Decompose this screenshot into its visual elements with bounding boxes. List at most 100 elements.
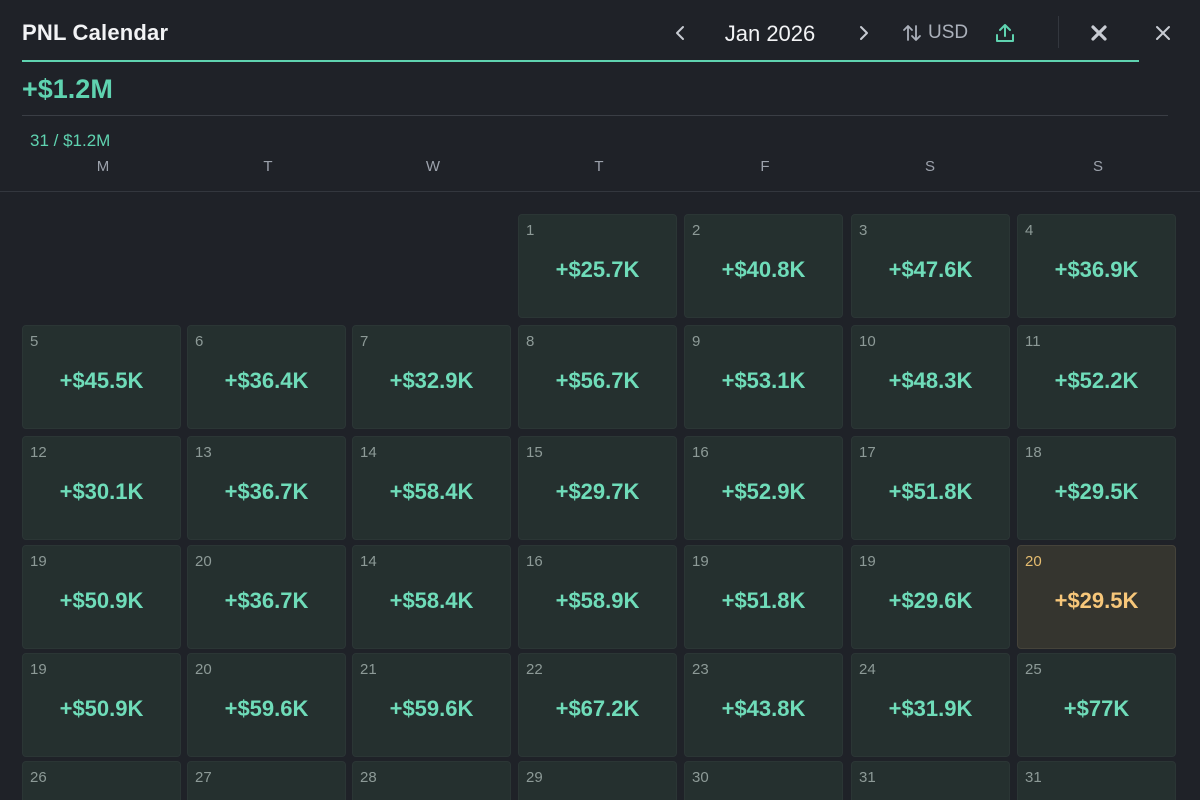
header-accent-line: [22, 60, 1139, 62]
day-number: 23: [692, 661, 709, 678]
calendar-day-cell[interactable]: 19 +$29.6K: [851, 545, 1010, 649]
calendar-day-cell[interactable]: 19 +$50.9K: [22, 653, 181, 757]
summary-divider: [22, 115, 1168, 116]
export-button[interactable]: [992, 20, 1018, 46]
upload-icon: [996, 24, 1014, 42]
calendar-day-cell[interactable]: 14 +$58.4K: [352, 436, 511, 540]
day-number: 20: [195, 553, 212, 570]
day-pnl-value: +$25.7K: [555, 257, 640, 282]
currency-toggle[interactable]: USD: [902, 22, 968, 44]
day-number: 15: [526, 444, 543, 461]
calendar-day-cell[interactable]: 10 +$48.3K: [851, 325, 1010, 429]
calendar-day-cell[interactable]: 12 +$30.1K: [22, 436, 181, 540]
x-bold-icon: [1091, 25, 1107, 41]
calendar-day-cell[interactable]: 20 +$59.6K: [187, 653, 346, 757]
calendar-day-cell[interactable]: 22 +$67.2K: [518, 653, 677, 757]
day-number: 27: [195, 769, 212, 786]
calendar-day-cell[interactable]: 20 +$29.5K: [1017, 545, 1176, 649]
calendar-day-cell[interactable]: 17 +$51.8K: [851, 436, 1010, 540]
day-number: 7: [360, 333, 369, 350]
day-number: 24: [859, 661, 876, 678]
calendar-day-cell[interactable]: 1 +$25.7K: [518, 214, 677, 318]
calendar-day-cell[interactable]: 7 +$32.9K: [352, 325, 511, 429]
day-pnl-value: +$31.9K: [888, 696, 973, 721]
day-number: 13: [195, 444, 212, 461]
calendar-day-cell[interactable]: 31: [851, 761, 1010, 800]
calendar-day-cell[interactable]: 15 +$29.7K: [518, 436, 677, 540]
calendar-day-cell[interactable]: 28: [352, 761, 511, 800]
calendar-day-cell[interactable]: 26: [22, 761, 181, 800]
calendar-day-cell[interactable]: 21 +$59.6K: [352, 653, 511, 757]
day-pnl-value: +$29.5K: [1054, 588, 1139, 613]
calendar-day-cell[interactable]: 24 +$31.9K: [851, 653, 1010, 757]
header: PNL Calendar Jan 2026 USD: [0, 0, 1200, 62]
calendar-day-cell[interactable]: 16 +$52.9K: [684, 436, 843, 540]
day-number: 26: [30, 769, 47, 786]
calendar-day-cell[interactable]: 4 +$36.9K: [1017, 214, 1176, 318]
day-number: 18: [1025, 444, 1042, 461]
calendar-day-cell[interactable]: 20 +$36.7K: [187, 545, 346, 649]
day-pnl-value: +$58.9K: [555, 588, 640, 613]
day-number: 14: [360, 444, 377, 461]
day-pnl-value: +$77K: [1063, 696, 1130, 721]
day-pnl-value: +$43.8K: [721, 696, 806, 721]
day-number: 19: [30, 661, 47, 678]
day-pnl-value: +$59.6K: [389, 696, 474, 721]
calendar-day-cell[interactable]: 16 +$58.9K: [518, 545, 677, 649]
calendar-day-cell[interactable]: 30: [684, 761, 843, 800]
calendar-day-cell[interactable]: 19 +$51.8K: [684, 545, 843, 649]
calendar-day-cell[interactable]: 19 +$50.9K: [22, 545, 181, 649]
close-button[interactable]: [1151, 21, 1175, 45]
calendar-day-cell[interactable]: 3 +$47.6K: [851, 214, 1010, 318]
calendar-day-cell[interactable]: 6 +$36.4K: [187, 325, 346, 429]
day-number: 22: [526, 661, 543, 678]
calendar-day-cell[interactable]: 11 +$52.2K: [1017, 325, 1176, 429]
day-number: 2: [692, 222, 701, 239]
day-pnl-value: +$52.9K: [721, 479, 806, 504]
calendar-day-cell[interactable]: 29: [518, 761, 677, 800]
weekday-label: S: [1092, 158, 1103, 175]
calendar-day-cell[interactable]: 14 +$58.4K: [352, 545, 511, 649]
calendar-day-cell[interactable]: 2 +$40.8K: [684, 214, 843, 318]
swap-vertical-icon: [903, 25, 921, 41]
calendar-day-cell[interactable]: 5 +$45.5K: [22, 325, 181, 429]
day-pnl-value: +$36.7K: [224, 479, 309, 504]
next-month-button[interactable]: [850, 18, 878, 48]
prev-month-button[interactable]: [666, 18, 694, 48]
day-pnl-value: +$50.9K: [59, 696, 144, 721]
day-number: 31: [1025, 769, 1042, 786]
calendar-day-cell[interactable]: 8 +$56.7K: [518, 325, 677, 429]
calendar-day-cell[interactable]: 31: [1017, 761, 1176, 800]
day-number: 28: [360, 769, 377, 786]
weekday-label: T: [594, 158, 604, 175]
calendar-day-cell[interactable]: 9 +$53.1K: [684, 325, 843, 429]
calendar-day-cell[interactable]: 18 +$29.5K: [1017, 436, 1176, 540]
day-number: 20: [195, 661, 212, 678]
day-pnl-value: +$52.2K: [1054, 368, 1139, 393]
day-number: 19: [30, 553, 47, 570]
day-number: 30: [692, 769, 709, 786]
day-pnl-value: +$59.6K: [224, 696, 309, 721]
day-number: 20: [1025, 553, 1042, 570]
day-pnl-value: +$30.1K: [59, 479, 144, 504]
days-summary: 31 / $1.2M: [30, 131, 111, 150]
day-number: 21: [360, 661, 377, 678]
day-number: 19: [859, 553, 876, 570]
close-icon: [1156, 26, 1170, 40]
calendar-day-cell[interactable]: 25 +$77K: [1017, 653, 1176, 757]
currency-label: USD: [928, 22, 969, 43]
day-number: 5: [30, 333, 39, 350]
day-pnl-value: +$48.3K: [888, 368, 973, 393]
calendar-day-cell[interactable]: 27: [187, 761, 346, 800]
calendar-day-cell[interactable]: 23 +$43.8K: [684, 653, 843, 757]
calendar-day-cell[interactable]: 13 +$36.7K: [187, 436, 346, 540]
day-pnl-value: +$67.2K: [555, 696, 640, 721]
day-number: 31: [859, 769, 876, 786]
day-number: 1: [526, 222, 535, 239]
day-number: 17: [859, 444, 876, 461]
weekday-label: M: [96, 158, 110, 175]
day-pnl-value: +$36.9K: [1054, 257, 1139, 282]
clear-button[interactable]: [1087, 21, 1111, 45]
